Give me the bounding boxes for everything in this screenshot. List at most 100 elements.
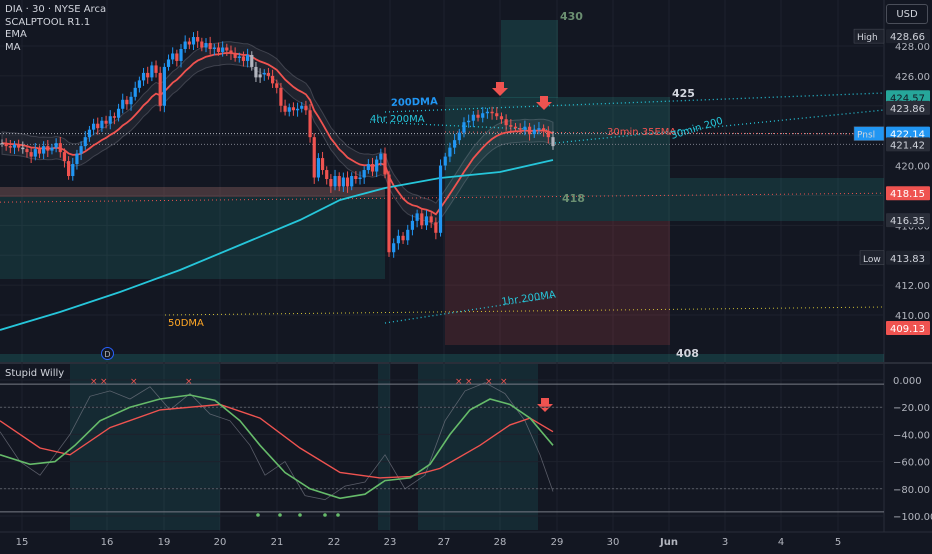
candle-body — [406, 229, 410, 241]
indicator-ma[interactable]: MA — [5, 41, 21, 53]
osc-overbought-marker: × — [485, 377, 493, 387]
candle-body — [300, 105, 304, 109]
indicator-scalptool[interactable]: SCALPTOOL R1.1 — [5, 16, 91, 28]
candle-body — [191, 37, 196, 45]
candle-body — [196, 37, 200, 42]
candle-body — [358, 177, 362, 180]
candle-body — [146, 72, 150, 78]
level-418-dotted — [0, 192, 885, 203]
ma-line — [0, 159, 554, 331]
candle-body — [266, 72, 271, 76]
zone-green-430 — [501, 20, 558, 98]
candle-body — [509, 125, 513, 127]
candle-body — [476, 114, 480, 118]
candle-body — [383, 153, 387, 175]
candle-body — [495, 113, 499, 117]
candle-body — [379, 153, 383, 160]
pane-separator — [0, 362, 932, 364]
candle-body — [254, 66, 258, 78]
sell-arrow-1 — [492, 82, 508, 96]
time-tick-label: 30 — [607, 537, 620, 548]
candle-body — [179, 48, 183, 61]
time-tick-label: 3 — [722, 537, 728, 548]
candle-body — [71, 164, 75, 177]
candle-body — [320, 158, 325, 171]
candle-body — [133, 87, 137, 97]
candle-body — [362, 170, 366, 178]
candle-body — [429, 216, 433, 223]
candle-body — [392, 243, 396, 253]
osc-tick-label: −80.00 — [893, 485, 930, 496]
price-axis-label: 418.15 — [890, 189, 925, 200]
osc-oversold-dot — [298, 513, 302, 517]
candle-body — [295, 108, 300, 111]
candle-body — [83, 137, 87, 147]
candle-body — [4, 143, 8, 147]
price-tick-label: 412.00 — [895, 281, 930, 292]
osc-tick-label: −100.00 — [893, 512, 932, 523]
candle-body — [448, 147, 452, 157]
candle-body — [8, 146, 12, 148]
annotation-50dma: 50DMA — [168, 318, 204, 329]
candle-body — [434, 222, 438, 233]
candle-body — [237, 56, 241, 58]
osc-tick-label: −20.00 — [893, 403, 930, 414]
candle-body — [175, 53, 179, 61]
candle-body — [137, 80, 141, 88]
osc-raw-line — [0, 382, 554, 501]
zone-green-left — [0, 187, 385, 279]
candle-body — [345, 177, 350, 187]
chart-legend: DIA · 30 · NYSE Arca SCALPTOOL R1.1 EMA … — [5, 4, 106, 54]
candle-body — [410, 220, 415, 230]
oscillator-title: Stupid Willy — [5, 368, 65, 379]
candle-body — [275, 83, 279, 88]
time-tick-label: 16 — [101, 537, 114, 548]
annotation-30min-200: 30min 200 — [670, 116, 725, 142]
candle-body — [523, 126, 527, 130]
candle-body — [121, 99, 125, 109]
candle-body — [462, 122, 466, 133]
candle-body — [542, 128, 546, 132]
candle-body — [401, 235, 405, 241]
candle-body — [499, 116, 504, 120]
zone-red-main — [445, 221, 670, 345]
price-axis-label: 416.35 — [890, 216, 925, 227]
candle-body — [204, 43, 208, 48]
candle-body — [12, 144, 17, 148]
indicator-ema[interactable]: EMA — [5, 29, 27, 40]
annotation-200dma: 200DMA — [391, 96, 438, 109]
candle-body — [17, 144, 21, 148]
currency-button[interactable]: USD — [886, 4, 928, 24]
osc-oversold-dot — [336, 513, 340, 517]
time-tick-label: 28 — [494, 537, 507, 548]
level-label-430: 430 — [560, 10, 583, 23]
candle-body — [37, 149, 42, 154]
price-axis-label-bg — [886, 100, 930, 115]
dividend-event-marker[interactable]: D — [101, 347, 114, 360]
symbol-title: DIA · 30 · NYSE Arca — [5, 4, 107, 15]
candle-body — [387, 174, 391, 253]
candle-body — [366, 164, 370, 171]
sell-arrow-2 — [536, 96, 552, 110]
candle-body — [108, 116, 112, 124]
candle-body — [375, 159, 379, 172]
candle-body — [200, 41, 204, 48]
time-tick-label: 21 — [271, 537, 284, 548]
price-tick-label: 410.00 — [895, 311, 930, 322]
candle-body — [166, 59, 171, 67]
osc-overbought-marker: × — [455, 377, 463, 387]
zone-green-408 — [0, 354, 884, 362]
sell-arrow-osc — [537, 398, 553, 412]
dma200-line — [384, 92, 885, 113]
price-axis-label: 421.42 — [890, 140, 925, 151]
osc-overbought-marker: × — [500, 377, 508, 387]
candle-body — [532, 129, 536, 135]
candle-body — [100, 120, 104, 129]
osc-zone-2 — [378, 364, 390, 530]
price-axis-label: 413.83 — [890, 254, 925, 265]
price-tag-label-high: High — [857, 33, 878, 43]
candle-body — [350, 176, 354, 187]
price-axis-label-bg — [886, 29, 930, 44]
candle-body — [29, 152, 33, 157]
